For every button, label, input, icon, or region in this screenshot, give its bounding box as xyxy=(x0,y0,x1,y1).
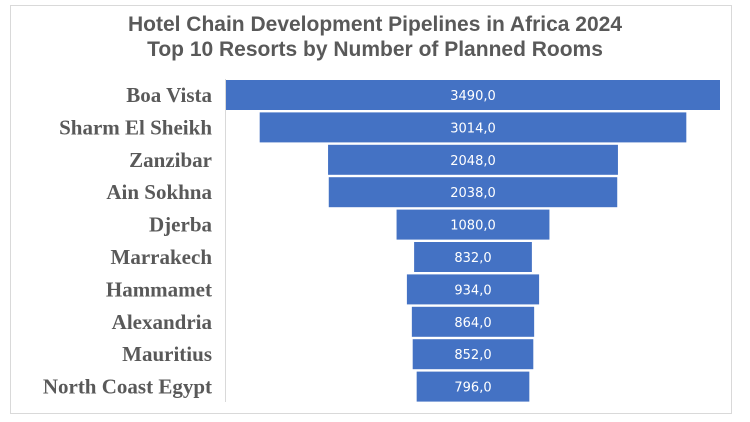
data-label: 1080,0 xyxy=(450,219,496,234)
bar-alexandria xyxy=(411,306,535,337)
category-label: Marrakech xyxy=(111,245,213,269)
category-label: Sharm El Sheikh xyxy=(59,115,212,139)
bar-zanzibar xyxy=(328,144,618,175)
data-label: 852,0 xyxy=(454,348,491,363)
chart-subtitle: Top 10 Resorts by Number of Planned Room… xyxy=(147,38,603,61)
category-labels-group: Boa Vista Sharm El Sheikh Zanzibar Ain Sokh… xyxy=(43,83,213,399)
bar-ain-sokhna xyxy=(328,177,618,208)
category-label: Alexandria xyxy=(112,310,213,334)
category-label: Ain Sokhna xyxy=(106,180,212,204)
data-label: 3490,0 xyxy=(450,89,496,104)
chart-title-line-1: Hotel Chain Development Pipelines in Afr… xyxy=(127,13,623,36)
bar-djerba xyxy=(396,209,550,240)
chart-title: Hotel Chain Development Pipelines in Afr… xyxy=(0,12,750,62)
bar-mauritius xyxy=(412,339,534,370)
bar-hammamet xyxy=(406,274,540,305)
bar-boa-vista xyxy=(226,80,720,110)
data-labels-group: 3490,0 3014,0 2048,0 2038,0 1080,0 832,0 934,0… xyxy=(450,89,496,396)
data-label: 832,0 xyxy=(454,251,491,266)
category-label: Boa Vista xyxy=(126,83,212,107)
chart-frame xyxy=(10,5,732,414)
data-label: 796,0 xyxy=(454,381,491,396)
category-label: Djerba xyxy=(149,213,212,237)
category-label: Zanzibar xyxy=(129,148,212,172)
bars-group xyxy=(226,80,720,402)
bar-north-coast-egypt xyxy=(416,371,530,402)
data-label: 934,0 xyxy=(454,283,491,298)
category-label: Hammamet xyxy=(106,277,212,301)
data-label: 3014,0 xyxy=(450,121,496,136)
category-label: North Coast Egypt xyxy=(43,375,212,399)
data-label: 2048,0 xyxy=(450,154,496,169)
bar-sharm-el-sheikh xyxy=(259,112,687,143)
data-label: 864,0 xyxy=(454,316,491,331)
bar-marrakech xyxy=(414,242,532,272)
category-label: Mauritius xyxy=(122,342,212,366)
data-label: 2038,0 xyxy=(450,186,496,201)
